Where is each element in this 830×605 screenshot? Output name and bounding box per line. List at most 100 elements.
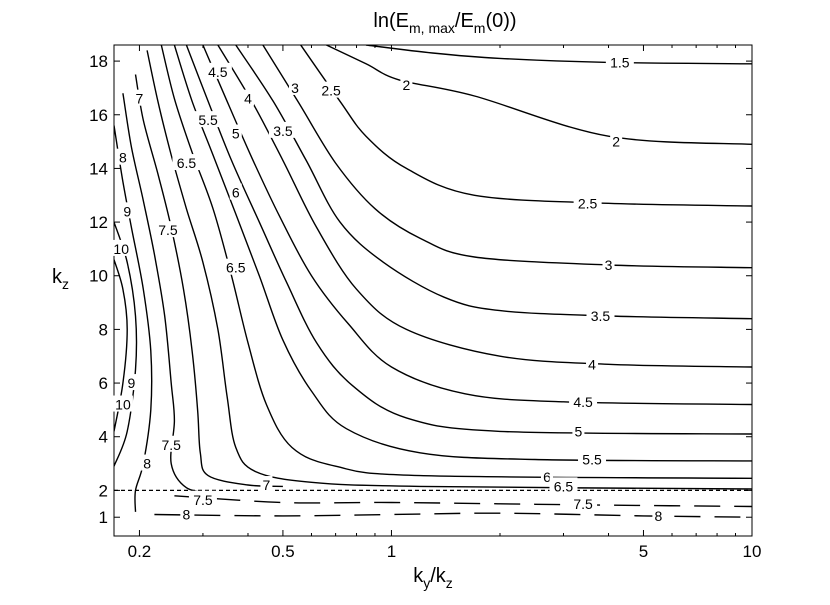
contour-label-bg xyxy=(652,506,665,523)
contour-label: 7 xyxy=(263,477,271,493)
contour-label-bg xyxy=(602,256,615,273)
contour-line xyxy=(217,45,752,368)
x-tick-label: 0.2 xyxy=(128,542,152,561)
contour-label: 5 xyxy=(575,423,583,439)
contour-line xyxy=(122,93,214,494)
contour-label-bg xyxy=(125,374,138,391)
contour-label-bg xyxy=(121,202,134,219)
contour-label: 6.5 xyxy=(554,478,574,494)
contour-line xyxy=(185,45,752,435)
y-tick-label: 8 xyxy=(99,320,108,339)
contour-label-bg xyxy=(569,392,598,409)
contour-label-bg xyxy=(133,89,146,106)
y-tick-label: 6 xyxy=(99,374,108,393)
contour-label-bg xyxy=(188,490,217,507)
contour-label-bg xyxy=(180,505,193,522)
contour-label: 4 xyxy=(244,91,252,107)
contour-label: 8 xyxy=(119,150,127,166)
contour-label: 8 xyxy=(654,508,662,524)
contour-label: 2 xyxy=(612,134,620,150)
contour-label-bg xyxy=(400,76,413,93)
contour-line xyxy=(114,125,153,512)
contour-label: 9 xyxy=(128,375,136,391)
contour-label-bg xyxy=(194,111,223,128)
contour-label: 3.5 xyxy=(591,308,611,324)
y-tick-label: 2 xyxy=(99,481,108,500)
contour-label-bg xyxy=(569,494,598,511)
contour-label-bg xyxy=(572,422,585,439)
contour-label: 6 xyxy=(543,469,551,485)
contour-label-bg xyxy=(112,395,133,412)
contour-line xyxy=(114,221,138,467)
contour-label-bg xyxy=(268,121,297,138)
contour-label: 10 xyxy=(113,241,129,257)
plot-frame xyxy=(113,44,753,537)
y-tick-label: 10 xyxy=(89,267,108,286)
contour-label-bg xyxy=(229,124,242,141)
contour-label-bg xyxy=(153,221,182,238)
contour-label-bg xyxy=(141,454,154,471)
contour-label: 8 xyxy=(183,507,191,523)
contour-label: 3 xyxy=(291,80,299,96)
contour-line xyxy=(202,45,752,406)
x-tick-label: 10 xyxy=(743,542,762,561)
x-tick-label: 0.5 xyxy=(271,542,295,561)
contour-label: 6 xyxy=(232,185,240,201)
contour-label: 7.5 xyxy=(193,492,213,508)
contour-label: 4.5 xyxy=(208,64,228,80)
contour-line xyxy=(326,45,752,145)
y-tick-label: 1 xyxy=(99,508,108,527)
y-tick-label: 14 xyxy=(89,159,108,178)
contour-label-bg xyxy=(317,81,346,98)
contour-label: 2 xyxy=(402,77,410,93)
y-tick-label: 12 xyxy=(89,213,108,232)
contour-label: 3.5 xyxy=(273,123,293,139)
contour-line xyxy=(146,50,752,490)
contour-label-bg xyxy=(578,450,607,467)
y-tick-label: 18 xyxy=(89,52,108,71)
contour-label-bg xyxy=(116,148,129,165)
contour-label-bg xyxy=(288,78,301,95)
contour-label: 5 xyxy=(232,126,240,142)
contour-label: 6.5 xyxy=(226,260,246,276)
contour-line xyxy=(134,74,283,488)
contour-label: 4 xyxy=(588,356,596,372)
contour-label-bg xyxy=(172,154,201,171)
contour-label: 7.5 xyxy=(158,222,178,238)
x-tick-label: 5 xyxy=(639,542,648,561)
x-axis-label: ky/kz xyxy=(413,565,453,591)
contour-label: 9 xyxy=(123,203,131,219)
contour-label-bg xyxy=(549,477,578,494)
y-axis-label: kz xyxy=(52,266,69,292)
contour-label-bg xyxy=(229,183,242,200)
contour-label: 10 xyxy=(115,397,131,413)
contour-label-bg xyxy=(605,53,634,70)
contour-label: 7.5 xyxy=(573,496,593,512)
y-tick-label: 16 xyxy=(89,106,108,125)
contour-line xyxy=(365,45,752,65)
contour-label: 4.5 xyxy=(573,394,593,410)
contour-label-bg xyxy=(260,476,273,493)
contour-label-bg xyxy=(157,435,186,452)
contour-line xyxy=(160,45,752,479)
contour-label-bg xyxy=(610,132,623,149)
contour-line xyxy=(300,45,752,207)
contour-label: 5.5 xyxy=(582,452,602,468)
y-tick-label: 4 xyxy=(99,428,108,447)
contour-line-dashed xyxy=(174,495,752,508)
contour-label: 3 xyxy=(605,257,613,273)
contour-label: 2.5 xyxy=(321,83,341,99)
x-tick-label: 1 xyxy=(387,542,396,561)
contour-label-bg xyxy=(586,355,599,372)
chart-title: ln(Em, max/Em(0)) xyxy=(373,10,516,36)
contour-label-bg xyxy=(241,89,254,106)
contour-line xyxy=(173,45,752,462)
contour-label-bg xyxy=(111,239,132,256)
contour-line xyxy=(262,45,752,269)
contour-label: 5.5 xyxy=(198,112,218,128)
contour-label: 7.5 xyxy=(161,437,181,453)
contour-label: 2.5 xyxy=(578,195,598,211)
contour-label: 8 xyxy=(143,456,151,472)
